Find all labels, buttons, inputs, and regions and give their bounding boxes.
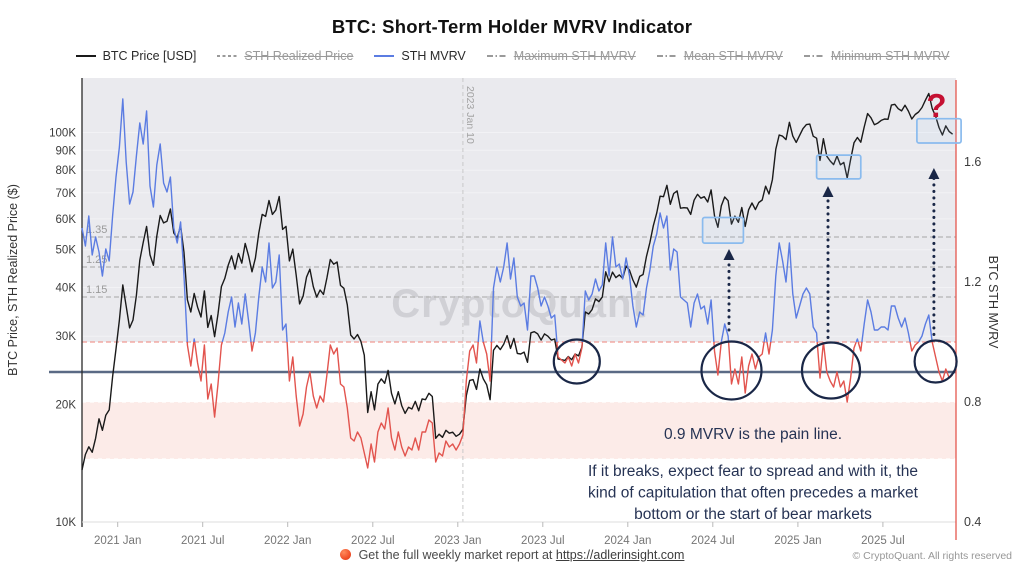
footer: Get the full weekly market report at htt… — [0, 546, 1024, 570]
arrowhead-icon-3 — [928, 168, 940, 179]
sth-mvrv-above-segment — [193, 338, 196, 343]
price-tick-80K: 80K — [56, 165, 77, 177]
arrowhead-icon-2 — [822, 186, 834, 197]
report-link[interactable]: https://adlerinsight.com — [555, 548, 685, 562]
highlight-box-2 — [815, 154, 862, 180]
sth-mvrv-below-segment — [727, 341, 765, 394]
sth-mvrv-below-segment — [286, 341, 479, 469]
page-title: BTC: Short-Term Holder MVRV Indicator — [331, 16, 693, 37]
sth-mvrv-below-segment — [909, 341, 920, 352]
btc-price-line — [81, 92, 954, 471]
sth-mvrv-below-segment — [816, 341, 825, 379]
x-tick-label: 2023 Jan — [434, 535, 481, 547]
mvrv-axis-title: BTC STH MVRV — [986, 256, 1000, 349]
price-tick-70K: 70K — [56, 188, 77, 200]
pain-zone-circle-3 — [800, 341, 862, 400]
price-tick-90K: 90K — [56, 145, 77, 157]
legend-item-sth-mvrv[interactable]: STH MVRV — [373, 49, 466, 63]
report-callout: Get the full weekly market report at htt… — [0, 548, 1024, 562]
legend-swatch-icon — [656, 55, 677, 57]
sth-mvrv-below-segment — [766, 341, 772, 355]
legend-item-btc-price-usd-[interactable]: BTC Price [USD] — [75, 49, 196, 63]
price-tick-60K: 60K — [56, 214, 77, 226]
price-tick-50K: 50K — [56, 245, 77, 257]
x-tick-label: 2021 Jan — [94, 535, 141, 547]
sth-mvrv-above-segment — [81, 98, 188, 343]
x-tick-label: 2024 Jul — [691, 535, 734, 547]
price-axis-title: BTC Price, STH Realized Price ($) — [6, 184, 20, 376]
x-tick-label: 2022 Jul — [351, 535, 394, 547]
mvrv-tick-1.2: 1.2 — [964, 275, 981, 289]
mvrv-tick-1.6: 1.6 — [964, 155, 981, 169]
x-tick-label: 2024 Jan — [604, 535, 651, 547]
sth-mvrv-below-segment — [194, 341, 223, 418]
x-tick-label: 2025 Jul — [861, 535, 904, 547]
x-tick-label: 2021 Jul — [181, 535, 224, 547]
x-tick-label: 2025 Jan — [774, 535, 821, 547]
highlight-box-3 — [916, 117, 962, 144]
sth-mvrv-below-segment — [186, 341, 195, 367]
legend-swatch-icon — [486, 55, 507, 57]
sth-mvrv-below-segment — [857, 341, 863, 352]
sth-mvrv-above-segment — [861, 299, 911, 343]
sth-mvrv-above-segment — [221, 293, 252, 343]
sth-mvrv-below-segment — [931, 341, 954, 382]
pain-line-label: 0.9 MVRV is the pain line. — [664, 426, 842, 443]
ref-label-1.35: 1.35 — [86, 224, 107, 236]
sth-mvrv-below-segment — [482, 341, 493, 382]
sth-mvrv-below-segment — [250, 341, 255, 352]
watermark: CryptoQuant — [391, 282, 646, 326]
sth-mvrv-above-segment — [763, 332, 768, 343]
band-1 — [82, 402, 956, 459]
sth-mvrv-above-segment — [720, 323, 730, 343]
pain-zone-circle-1 — [552, 338, 601, 385]
sth-mvrv-below-segment — [822, 341, 857, 403]
price-tick-30K: 30K — [56, 331, 77, 343]
pain-zone-circle-2 — [700, 340, 763, 401]
legend-item-sth-realized-price[interactable]: STH Realized Price — [216, 49, 353, 63]
legend-swatch-icon — [217, 55, 238, 57]
report-text: Get the full weekly market report at — [358, 548, 556, 562]
mvrv-tick-0.8: 0.8 — [964, 395, 981, 409]
capitulation-note-line-2: kind of capitulation that often precedes… — [588, 485, 919, 502]
sth-mvrv-above-segment — [490, 242, 558, 343]
price-tick-100K: 100K — [49, 128, 76, 140]
sth-mvrv-above-segment — [477, 320, 484, 343]
sth-mvrv-above-segment — [770, 242, 818, 343]
price-tick-40K: 40K — [56, 283, 77, 295]
sth-mvrv-above-segment — [253, 242, 288, 343]
sth-mvrv-above-segment — [581, 212, 715, 343]
x-tick-label: 2022 Jan — [264, 535, 311, 547]
copyright-text: © CryptoQuant. All rights reserved — [852, 550, 1012, 562]
sth-mvrv-below-segment — [556, 341, 583, 367]
legend-swatch-icon — [75, 55, 96, 57]
capitulation-note-line-3: bottom or the start of bear markets — [634, 506, 872, 523]
price-tick-20K: 20K — [56, 400, 77, 412]
x-tick-label: 2023 Jul — [521, 535, 564, 547]
legend: BTC Price [USD] STH Realized Price STH MVR… — [0, 49, 1024, 63]
ref-label-1.25: 1.25 — [86, 254, 107, 266]
arrowhead-icon-1 — [723, 249, 735, 260]
pain-zone-circle-4 — [913, 339, 958, 384]
price-tick-10K: 10K — [56, 517, 77, 529]
capitulation-note-line-1: If it breaks, expect fear to spread and … — [588, 463, 918, 480]
orange-dot-icon — [339, 549, 351, 560]
event-vline-label: 2023 Jan 10 — [464, 86, 476, 144]
legend-swatch-icon — [374, 55, 395, 57]
legend-swatch-icon — [803, 55, 824, 57]
mvrv-tick-0.4: 0.4 — [964, 515, 981, 529]
legend-item-mean-sth-mvrv[interactable]: Mean STH MVRV — [656, 49, 783, 63]
ref-label-1.15: 1.15 — [86, 284, 107, 296]
question-mark: ? — [926, 87, 946, 124]
legend-item-maximum-sth-mvrv[interactable]: Maximum STH MVRV — [486, 49, 636, 63]
legend-item-minimum-sth-mvrv[interactable]: Minimum STH MVRV — [803, 49, 949, 63]
highlight-box-1 — [701, 216, 745, 244]
sth-mvrv-above-segment — [917, 314, 933, 343]
sth-mvrv-above-segment — [855, 338, 859, 343]
